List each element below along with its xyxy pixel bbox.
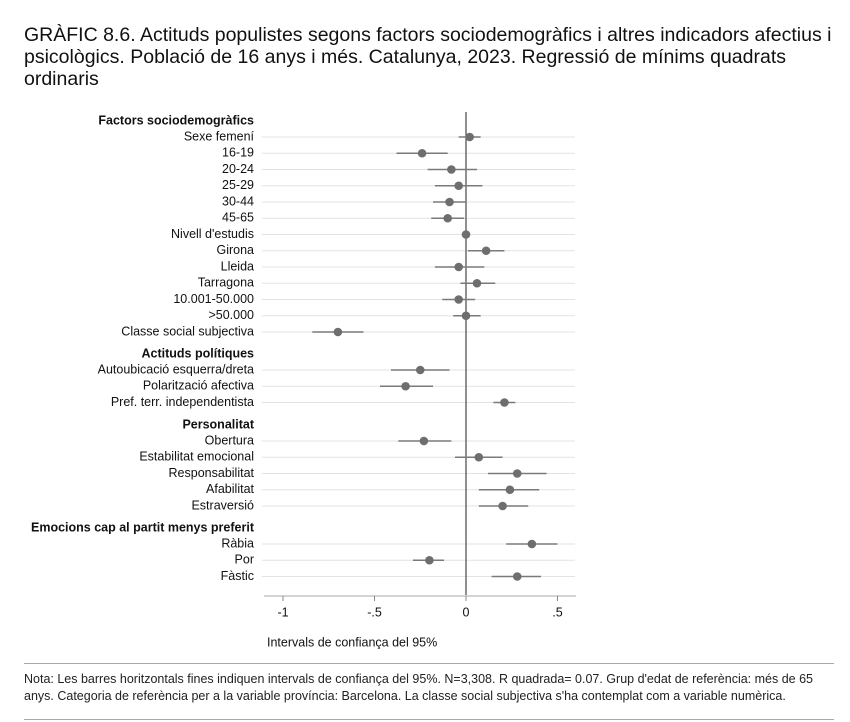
- row-label: 20-24: [222, 162, 254, 176]
- estimate-point: [512, 572, 522, 581]
- row-label: Tarragona: [198, 276, 254, 290]
- estimate-point: [481, 246, 491, 256]
- estimate-point: [417, 148, 427, 158]
- row-label: Classe social subjectiva: [121, 324, 254, 338]
- estimate-point: [333, 327, 343, 337]
- estimate-point: [527, 539, 537, 549]
- row-label: 25-29: [222, 178, 254, 192]
- row-label: Sexe femení: [184, 129, 255, 143]
- estimate-point: [454, 295, 463, 304]
- estimate-point: [465, 132, 474, 142]
- row-label: 30-44: [222, 194, 254, 208]
- estimate-point: [505, 485, 515, 495]
- row-label: Estabilitat emocional: [139, 450, 254, 464]
- x-axis-title: Intervals de confiança del 95%: [267, 635, 437, 649]
- row-label: Girona: [216, 243, 254, 257]
- estimate-point: [401, 381, 410, 391]
- row-label: Polarització afectiva: [143, 379, 254, 393]
- x-tick-label: -1: [277, 605, 288, 619]
- x-tick-label: 0: [463, 605, 470, 619]
- estimate-point: [472, 278, 482, 288]
- footer-rule-top: [24, 663, 834, 664]
- row-label: Por: [235, 553, 254, 567]
- row-label: >50.000: [208, 308, 254, 322]
- estimate-point: [415, 365, 425, 375]
- row-label: Obertura: [205, 433, 254, 447]
- estimate-point: [512, 469, 522, 478]
- row-label: Autoubicació esquerra/dreta: [98, 362, 254, 376]
- row-label: Estraversió: [191, 498, 254, 512]
- estimate-point: [425, 555, 434, 565]
- row-label: 45-65: [222, 211, 254, 225]
- chart-title: GRÀFIC 8.6. Actituds populistes segons f…: [24, 24, 832, 90]
- row-label: 10.001-50.000: [173, 292, 254, 306]
- row-label: Afabilitat: [206, 482, 254, 496]
- x-tick-label: -.5: [367, 605, 382, 619]
- row-label: 16-19: [222, 146, 254, 160]
- estimate-point: [500, 398, 509, 407]
- group-heading: Actituds polítiques: [142, 346, 255, 360]
- row-label: Lleida: [221, 259, 254, 273]
- footer-rule-bottom: [24, 719, 834, 720]
- row-label: Nivell d'estudis: [171, 227, 254, 241]
- group-heading: Factors sociodemogràfics: [98, 113, 254, 127]
- estimate-point: [461, 311, 471, 321]
- estimate-point: [443, 213, 453, 223]
- estimate-point: [461, 230, 471, 239]
- row-label: Ràbia: [221, 536, 254, 550]
- chart-note: Nota: Les barres horitzontals fines indi…: [24, 672, 813, 703]
- estimate-point: [445, 197, 454, 207]
- row-label: Responsabilitat: [169, 466, 255, 480]
- x-tick-label: .5: [552, 605, 562, 619]
- group-heading: Emocions cap al partit menys preferit: [31, 520, 255, 534]
- estimate-point: [447, 165, 456, 174]
- group-heading: Personalitat: [182, 417, 254, 431]
- estimate-point: [454, 181, 463, 191]
- estimate-point: [419, 436, 429, 446]
- estimate-point: [498, 501, 507, 511]
- row-label: Pref. terr. independentista: [111, 395, 254, 409]
- estimate-point: [454, 262, 463, 272]
- estimate-point: [474, 452, 484, 462]
- row-label: Fàstic: [221, 569, 254, 583]
